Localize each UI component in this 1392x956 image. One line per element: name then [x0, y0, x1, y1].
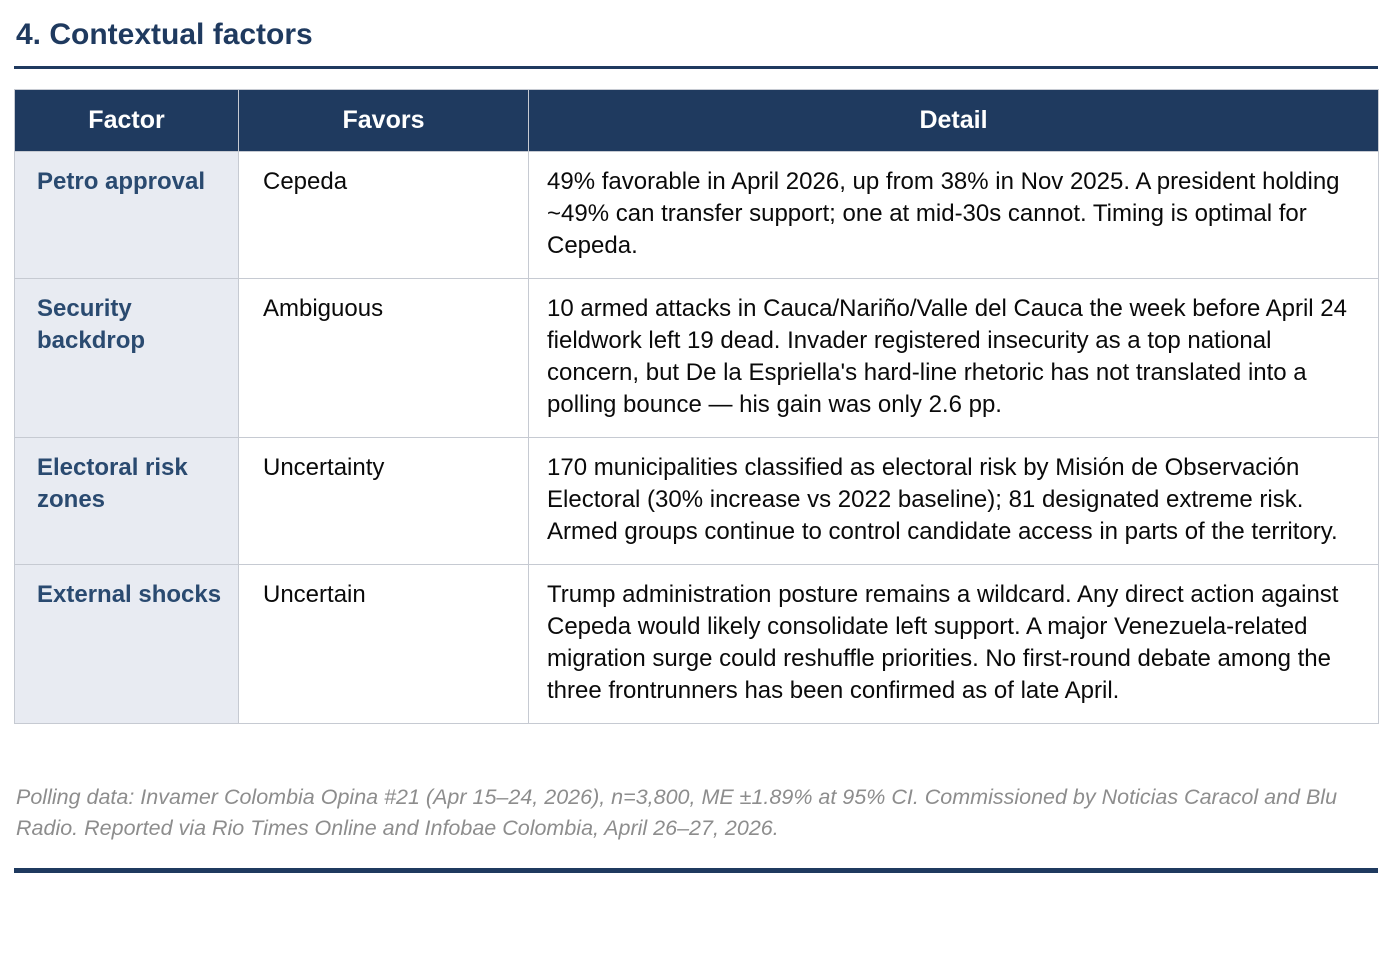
factor-cell: Electoral risk zones	[14, 437, 239, 565]
table-row-petro-approval: Petro approval Cepeda 49% favorable in A…	[14, 151, 1379, 279]
detail-cell: 49% favorable in April 2026, up from 38%…	[528, 151, 1379, 279]
detail-cell: 10 armed attacks in Cauca/Nariño/Valle d…	[528, 278, 1379, 438]
bottom-rule	[14, 868, 1378, 873]
contextual-factors-table: Factor Favors Detail Petro approval Cepe…	[14, 89, 1379, 724]
detail-cell: Trump administration posture remains a w…	[528, 564, 1379, 724]
favors-cell: Uncertainty	[238, 437, 529, 565]
title-underline-rule	[14, 66, 1378, 69]
favors-cell: Ambiguous	[238, 278, 529, 438]
table-row-electoral-risk-zones: Electoral risk zones Uncertainty 170 mun…	[14, 437, 1379, 565]
factor-cell: Petro approval	[14, 151, 239, 279]
header-cell-factor: Factor	[14, 89, 239, 152]
detail-cell: 170 municipalities classified as elector…	[528, 437, 1379, 565]
favors-cell: Uncertain	[238, 564, 529, 724]
header-cell-detail: Detail	[528, 89, 1379, 152]
table-header-row: Factor Favors Detail	[14, 89, 1379, 152]
factor-cell: Security backdrop	[14, 278, 239, 438]
table-row-security-backdrop: Security backdrop Ambiguous 10 armed att…	[14, 278, 1379, 438]
header-cell-favors: Favors	[238, 89, 529, 152]
favors-cell: Cepeda	[238, 151, 529, 279]
factor-cell: External shocks	[14, 564, 239, 724]
table-row-external-shocks: External shocks Uncertain Trump administ…	[14, 564, 1379, 724]
page-title: 4. Contextual factors	[16, 18, 313, 51]
polling-source-note: Polling data: Invamer Colombia Opina #21…	[16, 785, 1338, 840]
